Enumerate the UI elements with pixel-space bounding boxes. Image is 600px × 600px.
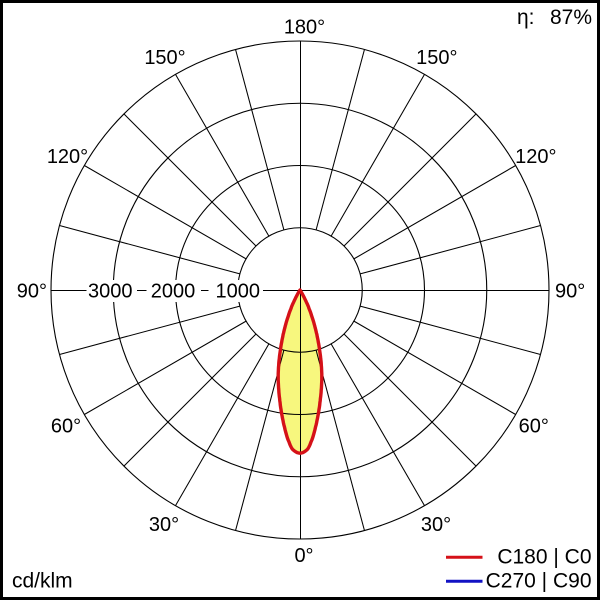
svg-text:cd/klm: cd/klm — [12, 569, 73, 592]
svg-text:60°: 60° — [51, 416, 81, 438]
svg-text:90°: 90° — [17, 280, 47, 302]
svg-text:0°: 0° — [294, 545, 313, 567]
svg-text:30°: 30° — [421, 514, 451, 536]
svg-text:180°: 180° — [284, 17, 325, 39]
svg-text:30°: 30° — [149, 514, 179, 536]
svg-text:η:: η: — [517, 6, 535, 29]
svg-text:2000: 2000 — [151, 280, 196, 302]
svg-text:120°: 120° — [515, 146, 556, 168]
svg-text:1000: 1000 — [216, 280, 261, 302]
svg-text:90°: 90° — [555, 280, 585, 302]
svg-text:87%: 87% — [550, 6, 592, 29]
svg-text:C180 | C0: C180 | C0 — [497, 545, 591, 568]
svg-text:C270 | C90: C270 | C90 — [486, 570, 592, 593]
svg-text:150°: 150° — [144, 47, 185, 69]
svg-text:60°: 60° — [519, 416, 549, 438]
svg-text:3000: 3000 — [88, 280, 133, 302]
svg-text:150°: 150° — [416, 47, 457, 69]
svg-text:120°: 120° — [47, 146, 88, 168]
